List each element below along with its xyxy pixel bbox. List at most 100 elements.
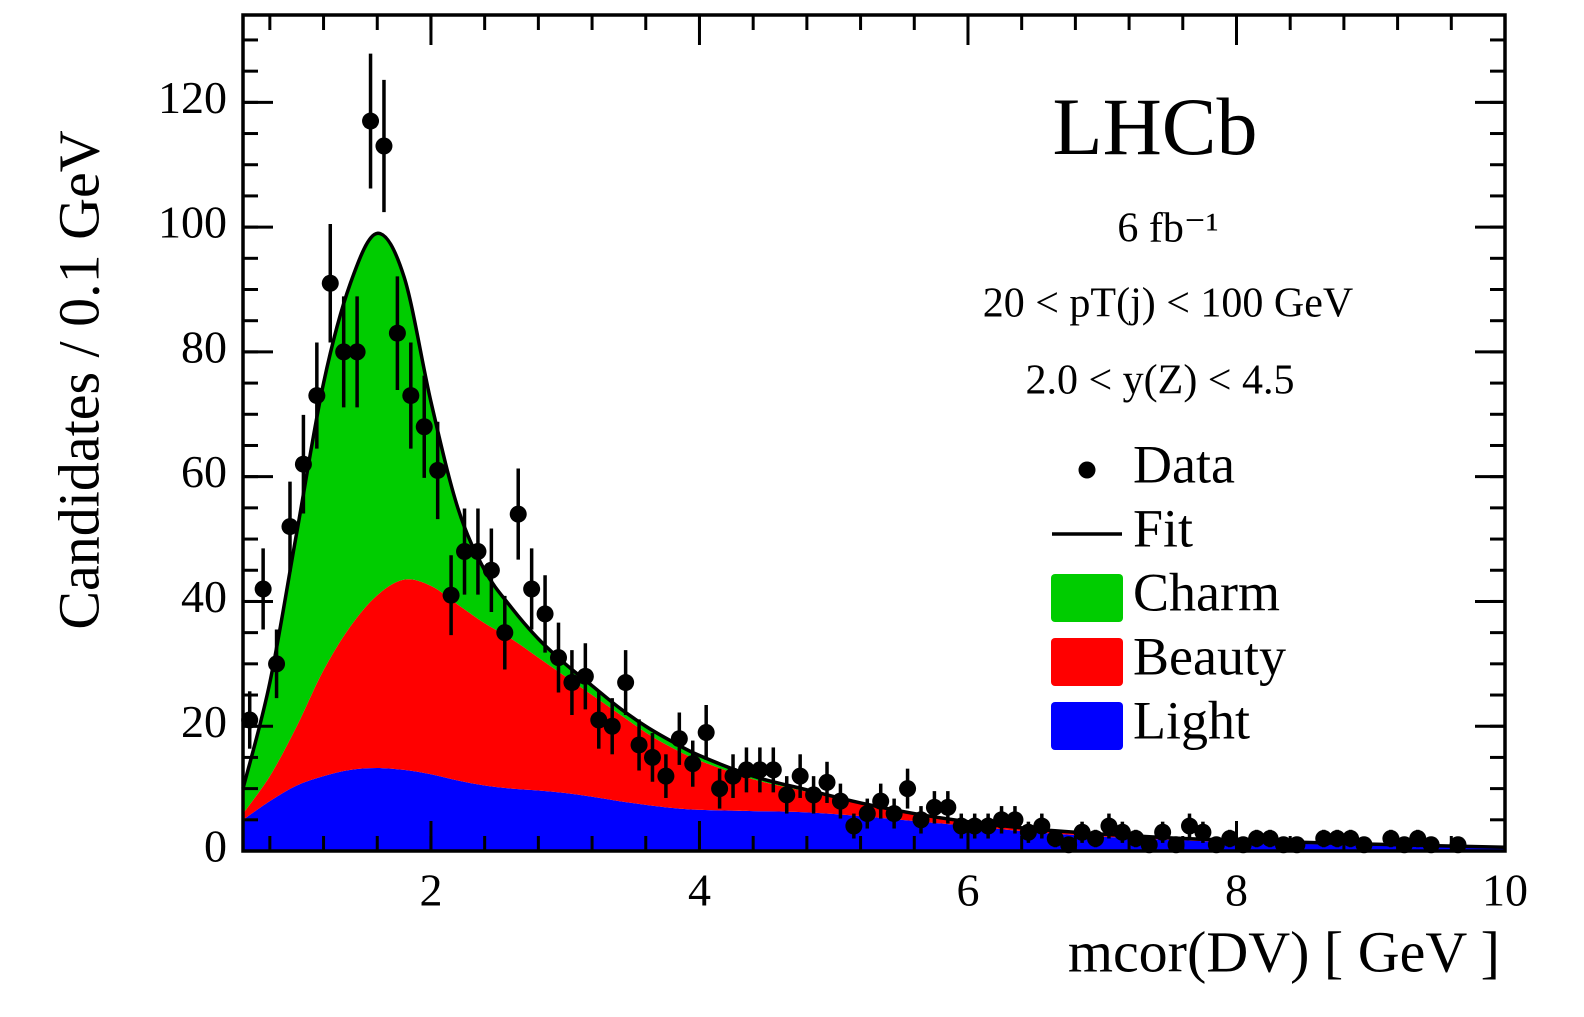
data-point — [456, 543, 474, 561]
data-point — [1167, 836, 1185, 854]
data-point — [1127, 830, 1145, 848]
x-tick-label: 10 — [1482, 865, 1528, 916]
legend-label: Charm — [1133, 562, 1280, 622]
x-tick-label: 8 — [1225, 865, 1248, 916]
data-point — [858, 805, 876, 823]
x-tick-label: 6 — [956, 865, 979, 916]
data-point — [1328, 830, 1346, 848]
data-point — [415, 418, 433, 436]
y-axis-label: Candidates / 0.1 GeV — [46, 130, 111, 629]
legend-marker — [1051, 702, 1123, 750]
data-point — [885, 805, 903, 823]
legend-label: Data — [1133, 434, 1235, 494]
data-point — [1409, 830, 1427, 848]
y-tick-label: 0 — [204, 821, 227, 872]
data-point — [348, 343, 366, 361]
data-point — [993, 811, 1011, 829]
y-tick-label: 100 — [158, 197, 227, 248]
data-point — [711, 780, 729, 798]
x-tick-label: 4 — [688, 865, 711, 916]
data-point — [1288, 836, 1306, 854]
data-point — [241, 711, 259, 729]
data-point — [1140, 836, 1158, 854]
annotation: 6 fb⁻¹ — [1117, 206, 1218, 252]
data-point — [791, 767, 809, 785]
data-point — [388, 324, 406, 342]
data-point — [1355, 836, 1373, 854]
data-point — [630, 736, 648, 754]
data-point — [872, 792, 890, 810]
data-point — [778, 786, 796, 804]
data-point — [1221, 830, 1239, 848]
data-point — [737, 761, 755, 779]
data-point — [751, 761, 769, 779]
data-point — [1073, 823, 1091, 841]
data-point — [1315, 830, 1333, 848]
plot-frame — [241, 13, 1507, 853]
data-point — [1261, 830, 1279, 848]
data-point — [724, 767, 742, 785]
area — [243, 579, 1505, 848]
data-point — [1207, 836, 1225, 854]
data-point — [899, 780, 917, 798]
data-point — [1060, 836, 1078, 854]
data-point — [952, 817, 970, 835]
legend-marker — [1051, 638, 1123, 686]
data-point — [1342, 830, 1360, 848]
data-point — [362, 112, 380, 130]
data-point — [1234, 836, 1252, 854]
legend-label: Light — [1133, 690, 1250, 750]
data-point — [496, 624, 514, 642]
data-point — [684, 755, 702, 773]
chart-title: LHCb — [1053, 81, 1258, 172]
data-point — [925, 798, 943, 816]
data-point — [590, 711, 608, 729]
data-point — [603, 717, 621, 735]
data-point — [1274, 836, 1292, 854]
data-point — [1046, 830, 1064, 848]
y-tick-label: 120 — [158, 72, 227, 123]
y-tick-label: 80 — [181, 321, 227, 372]
data-point — [254, 580, 272, 598]
data-point — [1395, 836, 1413, 854]
data-point — [1194, 823, 1212, 841]
data-point — [429, 461, 447, 479]
data-point — [764, 761, 782, 779]
data-point — [617, 674, 635, 692]
data-point — [845, 817, 863, 835]
data-point — [1248, 830, 1266, 848]
y-tick-label: 20 — [181, 696, 227, 747]
data-point — [831, 792, 849, 810]
data-point — [509, 505, 527, 523]
data-point — [442, 586, 460, 604]
data-point — [536, 605, 554, 623]
data-point — [1100, 817, 1118, 835]
data-point — [321, 274, 339, 292]
legend-label: Fit — [1133, 498, 1193, 558]
data-point — [818, 773, 836, 791]
data-point — [643, 748, 661, 766]
y-tick-label: 60 — [181, 446, 227, 497]
data-point — [1422, 836, 1440, 854]
data-point — [550, 649, 567, 667]
data-point — [966, 817, 984, 835]
data-point — [576, 667, 594, 685]
data-point — [1154, 823, 1172, 841]
data-point — [523, 580, 541, 598]
area — [243, 768, 1505, 851]
x-axis-label: mcor(DV) [ GeV ] — [1068, 919, 1500, 984]
data-point — [670, 730, 688, 748]
data-point — [375, 137, 393, 155]
data-point — [402, 387, 420, 405]
data-point — [281, 518, 299, 536]
data-point — [268, 655, 286, 673]
y-tick-label: 40 — [181, 571, 227, 622]
legend-marker — [1051, 574, 1123, 622]
x-tick-label: 2 — [419, 865, 442, 916]
data-point — [1181, 817, 1198, 835]
data-point — [912, 811, 930, 829]
data-point — [1449, 836, 1467, 854]
area — [243, 233, 1505, 848]
data-point — [657, 767, 675, 785]
data-point — [1033, 817, 1051, 835]
